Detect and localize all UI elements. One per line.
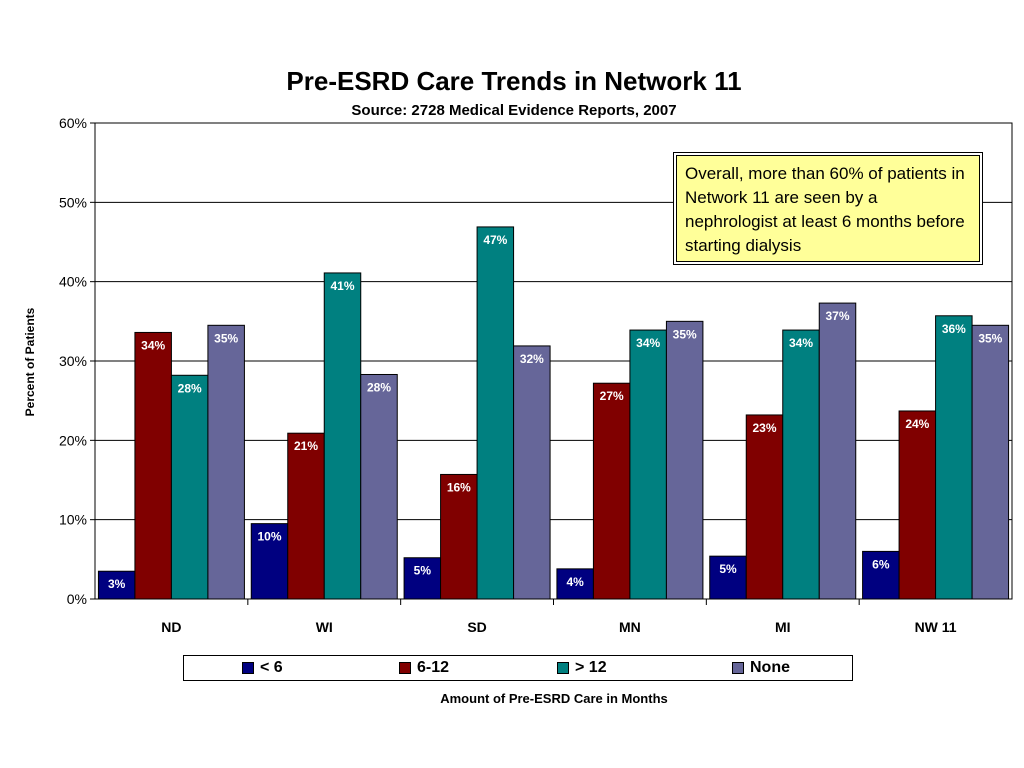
legend-swatch [557, 662, 569, 674]
bar [360, 373, 398, 600]
bar [440, 473, 478, 600]
data-label: 35% [214, 331, 238, 345]
y-axis-label: Percent of Patients [23, 307, 37, 416]
data-label: 35% [673, 327, 697, 341]
data-label: 10% [257, 530, 281, 544]
bars [97, 226, 1010, 600]
bar [134, 331, 172, 600]
data-label: 24% [905, 417, 929, 431]
bar [476, 226, 515, 600]
data-label: 47% [483, 233, 507, 247]
x-tick-label: WI [316, 619, 333, 635]
bar [665, 320, 704, 600]
data-label: 32% [520, 352, 544, 366]
bar [935, 315, 973, 600]
legend-item: < 6 [242, 659, 283, 677]
legend-item: None [732, 659, 790, 677]
data-label: 21% [294, 439, 318, 453]
data-label: 16% [447, 480, 471, 494]
bar [250, 523, 289, 600]
bar [818, 302, 857, 600]
y-tick-label: 10% [59, 512, 87, 528]
bar [709, 555, 747, 600]
bar [403, 557, 442, 600]
y-tick-label: 0% [67, 591, 87, 607]
y-tick-label: 50% [59, 194, 87, 210]
data-label: 36% [942, 322, 966, 336]
y-tick-label: 20% [59, 432, 87, 448]
legend-label: None [750, 659, 790, 676]
bar [207, 324, 245, 600]
data-label: 34% [789, 336, 813, 350]
legend-label: > 12 [575, 659, 607, 676]
data-label: 34% [141, 338, 165, 352]
data-label: 28% [178, 381, 202, 395]
bar [513, 345, 551, 600]
data-label: 27% [600, 389, 624, 403]
data-label: 6% [872, 557, 890, 571]
data-label: 41% [330, 279, 354, 293]
y-tick-label: 60% [59, 115, 87, 131]
x-tick-label: SD [467, 619, 486, 635]
annotation-text: Overall, more than 60% of patients in Ne… [676, 155, 980, 262]
legend-swatch [399, 662, 411, 674]
data-label: 3% [108, 577, 126, 591]
legend-item: > 12 [557, 659, 607, 677]
bar [898, 410, 937, 600]
legend-label: 6-12 [417, 659, 450, 676]
x-tick-label: NW 11 [915, 619, 957, 635]
data-label: 28% [367, 380, 391, 394]
legend-label: < 6 [260, 659, 283, 676]
legend-swatch [732, 662, 744, 674]
data-labels: 3% 10% 5% 4% 5% 6% 34% 21% 16% 27% 23% 24% 28% 41% 47%… [108, 233, 1003, 591]
y-tick-label: 30% [59, 353, 87, 369]
bar [862, 550, 900, 600]
x-axis-label: Amount of Pre-ESRD Care in Months [440, 691, 668, 706]
x-tick-label: MN [619, 619, 641, 635]
data-label: 34% [636, 336, 660, 350]
data-label: 23% [752, 421, 776, 435]
data-label: 37% [825, 309, 849, 323]
legend-item: 6-12 [399, 659, 449, 677]
bar [745, 414, 784, 600]
chart-title: Pre-ESRD Care Trends in Network 11 [286, 66, 741, 96]
data-label: 4% [566, 575, 584, 589]
x-tick-label: MI [775, 619, 791, 635]
bar [323, 272, 362, 600]
legend-swatch [242, 662, 254, 674]
bar [629, 329, 667, 600]
bar [170, 374, 209, 600]
data-label: 35% [978, 331, 1002, 345]
bar [782, 329, 820, 600]
bar [971, 324, 1010, 600]
data-label: 5% [414, 564, 432, 578]
x-tick-label: ND [161, 619, 181, 635]
data-label: 5% [719, 562, 737, 576]
axes: 0% 10% 20% 30% 40% 50% 60% ND WI SD MN MI NW 11 [59, 115, 1013, 635]
annotation-box: Overall, more than 60% of patients in Ne… [673, 152, 983, 265]
y-tick-label: 40% [59, 274, 87, 290]
legend: < 6 6-12 > 12 None [183, 655, 853, 681]
chart-subtitle: Source: 2728 Medical Evidence Reports, 2… [351, 102, 676, 119]
bar [592, 382, 631, 600]
bar [97, 570, 136, 600]
bar [287, 432, 325, 600]
